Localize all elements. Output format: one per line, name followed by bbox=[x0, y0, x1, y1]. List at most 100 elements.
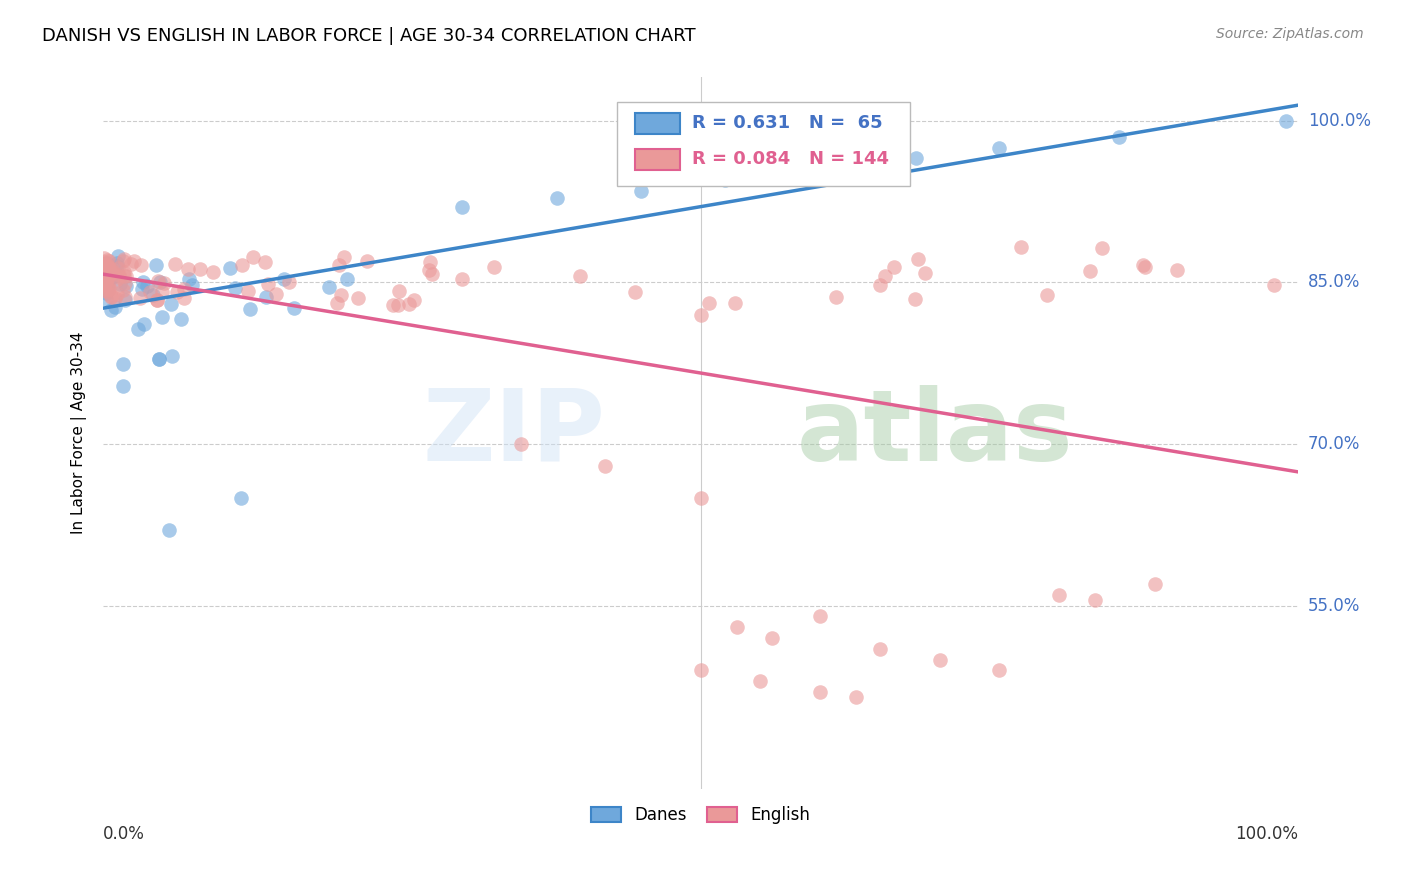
Point bbox=[98, 261, 121, 276]
Point bbox=[1166, 263, 1188, 277]
Y-axis label: In Labor Force | Age 30-34: In Labor Force | Age 30-34 bbox=[72, 332, 87, 534]
Point bbox=[761, 631, 783, 645]
Point bbox=[257, 277, 280, 291]
Point bbox=[96, 278, 118, 293]
Point bbox=[129, 291, 152, 305]
Point bbox=[1143, 577, 1166, 591]
Point bbox=[724, 296, 747, 310]
Point bbox=[94, 276, 117, 290]
Point bbox=[419, 255, 441, 269]
Point bbox=[110, 277, 132, 291]
Point bbox=[482, 260, 505, 274]
Point bbox=[148, 352, 170, 367]
Point bbox=[108, 268, 131, 283]
Point bbox=[347, 291, 370, 305]
Point bbox=[96, 258, 118, 272]
Point bbox=[97, 260, 120, 275]
Point bbox=[97, 269, 120, 284]
Point bbox=[93, 282, 115, 296]
Point bbox=[94, 293, 117, 307]
Point bbox=[808, 609, 831, 624]
Point bbox=[1108, 129, 1130, 144]
Point bbox=[689, 664, 711, 678]
Point bbox=[93, 251, 115, 265]
Point bbox=[160, 349, 183, 363]
Point bbox=[1035, 288, 1057, 302]
Point bbox=[903, 293, 925, 307]
Point bbox=[132, 318, 155, 332]
Point bbox=[1047, 588, 1070, 602]
Point bbox=[107, 260, 129, 275]
Point bbox=[93, 255, 115, 269]
Point bbox=[1010, 240, 1032, 254]
Point bbox=[568, 268, 591, 283]
Point bbox=[97, 260, 120, 274]
Point bbox=[94, 283, 117, 297]
Point bbox=[112, 265, 135, 279]
Point bbox=[112, 379, 135, 393]
Text: atlas: atlas bbox=[796, 384, 1073, 482]
Point bbox=[112, 252, 135, 266]
Text: 0.0%: 0.0% bbox=[103, 824, 145, 843]
Point bbox=[139, 285, 162, 299]
Point bbox=[630, 184, 652, 198]
Point bbox=[254, 255, 277, 269]
Point bbox=[418, 263, 440, 277]
Point bbox=[218, 261, 240, 276]
Point bbox=[188, 262, 211, 277]
Point bbox=[808, 685, 831, 699]
Point bbox=[824, 290, 846, 304]
Point bbox=[166, 285, 188, 299]
Point bbox=[420, 267, 443, 281]
Point bbox=[97, 268, 120, 283]
Point bbox=[239, 301, 262, 316]
Point bbox=[114, 269, 136, 284]
Point bbox=[181, 277, 204, 292]
Point bbox=[105, 259, 128, 273]
Point bbox=[96, 252, 118, 267]
Point bbox=[96, 275, 118, 289]
Point bbox=[1275, 113, 1298, 128]
Point bbox=[120, 257, 142, 271]
Point bbox=[94, 283, 117, 297]
Text: 85.0%: 85.0% bbox=[1308, 273, 1360, 292]
Point bbox=[114, 277, 136, 291]
Point bbox=[112, 268, 135, 283]
Point bbox=[242, 250, 264, 264]
Point bbox=[988, 140, 1011, 154]
Point bbox=[96, 261, 118, 276]
Point bbox=[105, 272, 128, 286]
Point bbox=[114, 293, 136, 307]
Point bbox=[98, 264, 121, 278]
Text: 100.0%: 100.0% bbox=[1308, 112, 1371, 129]
Point bbox=[100, 261, 122, 276]
Point bbox=[145, 259, 167, 273]
Point bbox=[93, 257, 115, 271]
Point bbox=[142, 288, 165, 302]
Point bbox=[111, 283, 134, 297]
Point bbox=[725, 620, 748, 634]
Point bbox=[131, 282, 153, 296]
Point bbox=[283, 301, 305, 315]
Point bbox=[236, 284, 259, 298]
Point bbox=[1084, 593, 1107, 607]
Point bbox=[145, 293, 167, 307]
Point bbox=[326, 295, 349, 310]
Text: Source: ZipAtlas.com: Source: ZipAtlas.com bbox=[1216, 27, 1364, 41]
Point bbox=[689, 491, 711, 505]
Point bbox=[97, 280, 120, 294]
Point bbox=[97, 266, 120, 280]
Point bbox=[1133, 260, 1156, 274]
Point bbox=[160, 297, 183, 311]
Point bbox=[329, 287, 352, 301]
Point bbox=[904, 151, 927, 165]
Point bbox=[382, 298, 405, 312]
Point bbox=[869, 278, 891, 293]
Point bbox=[111, 254, 134, 268]
Point bbox=[277, 276, 299, 290]
Point bbox=[100, 262, 122, 277]
Point bbox=[96, 255, 118, 269]
Point bbox=[101, 265, 124, 279]
Point bbox=[356, 254, 378, 268]
Point bbox=[100, 290, 122, 304]
